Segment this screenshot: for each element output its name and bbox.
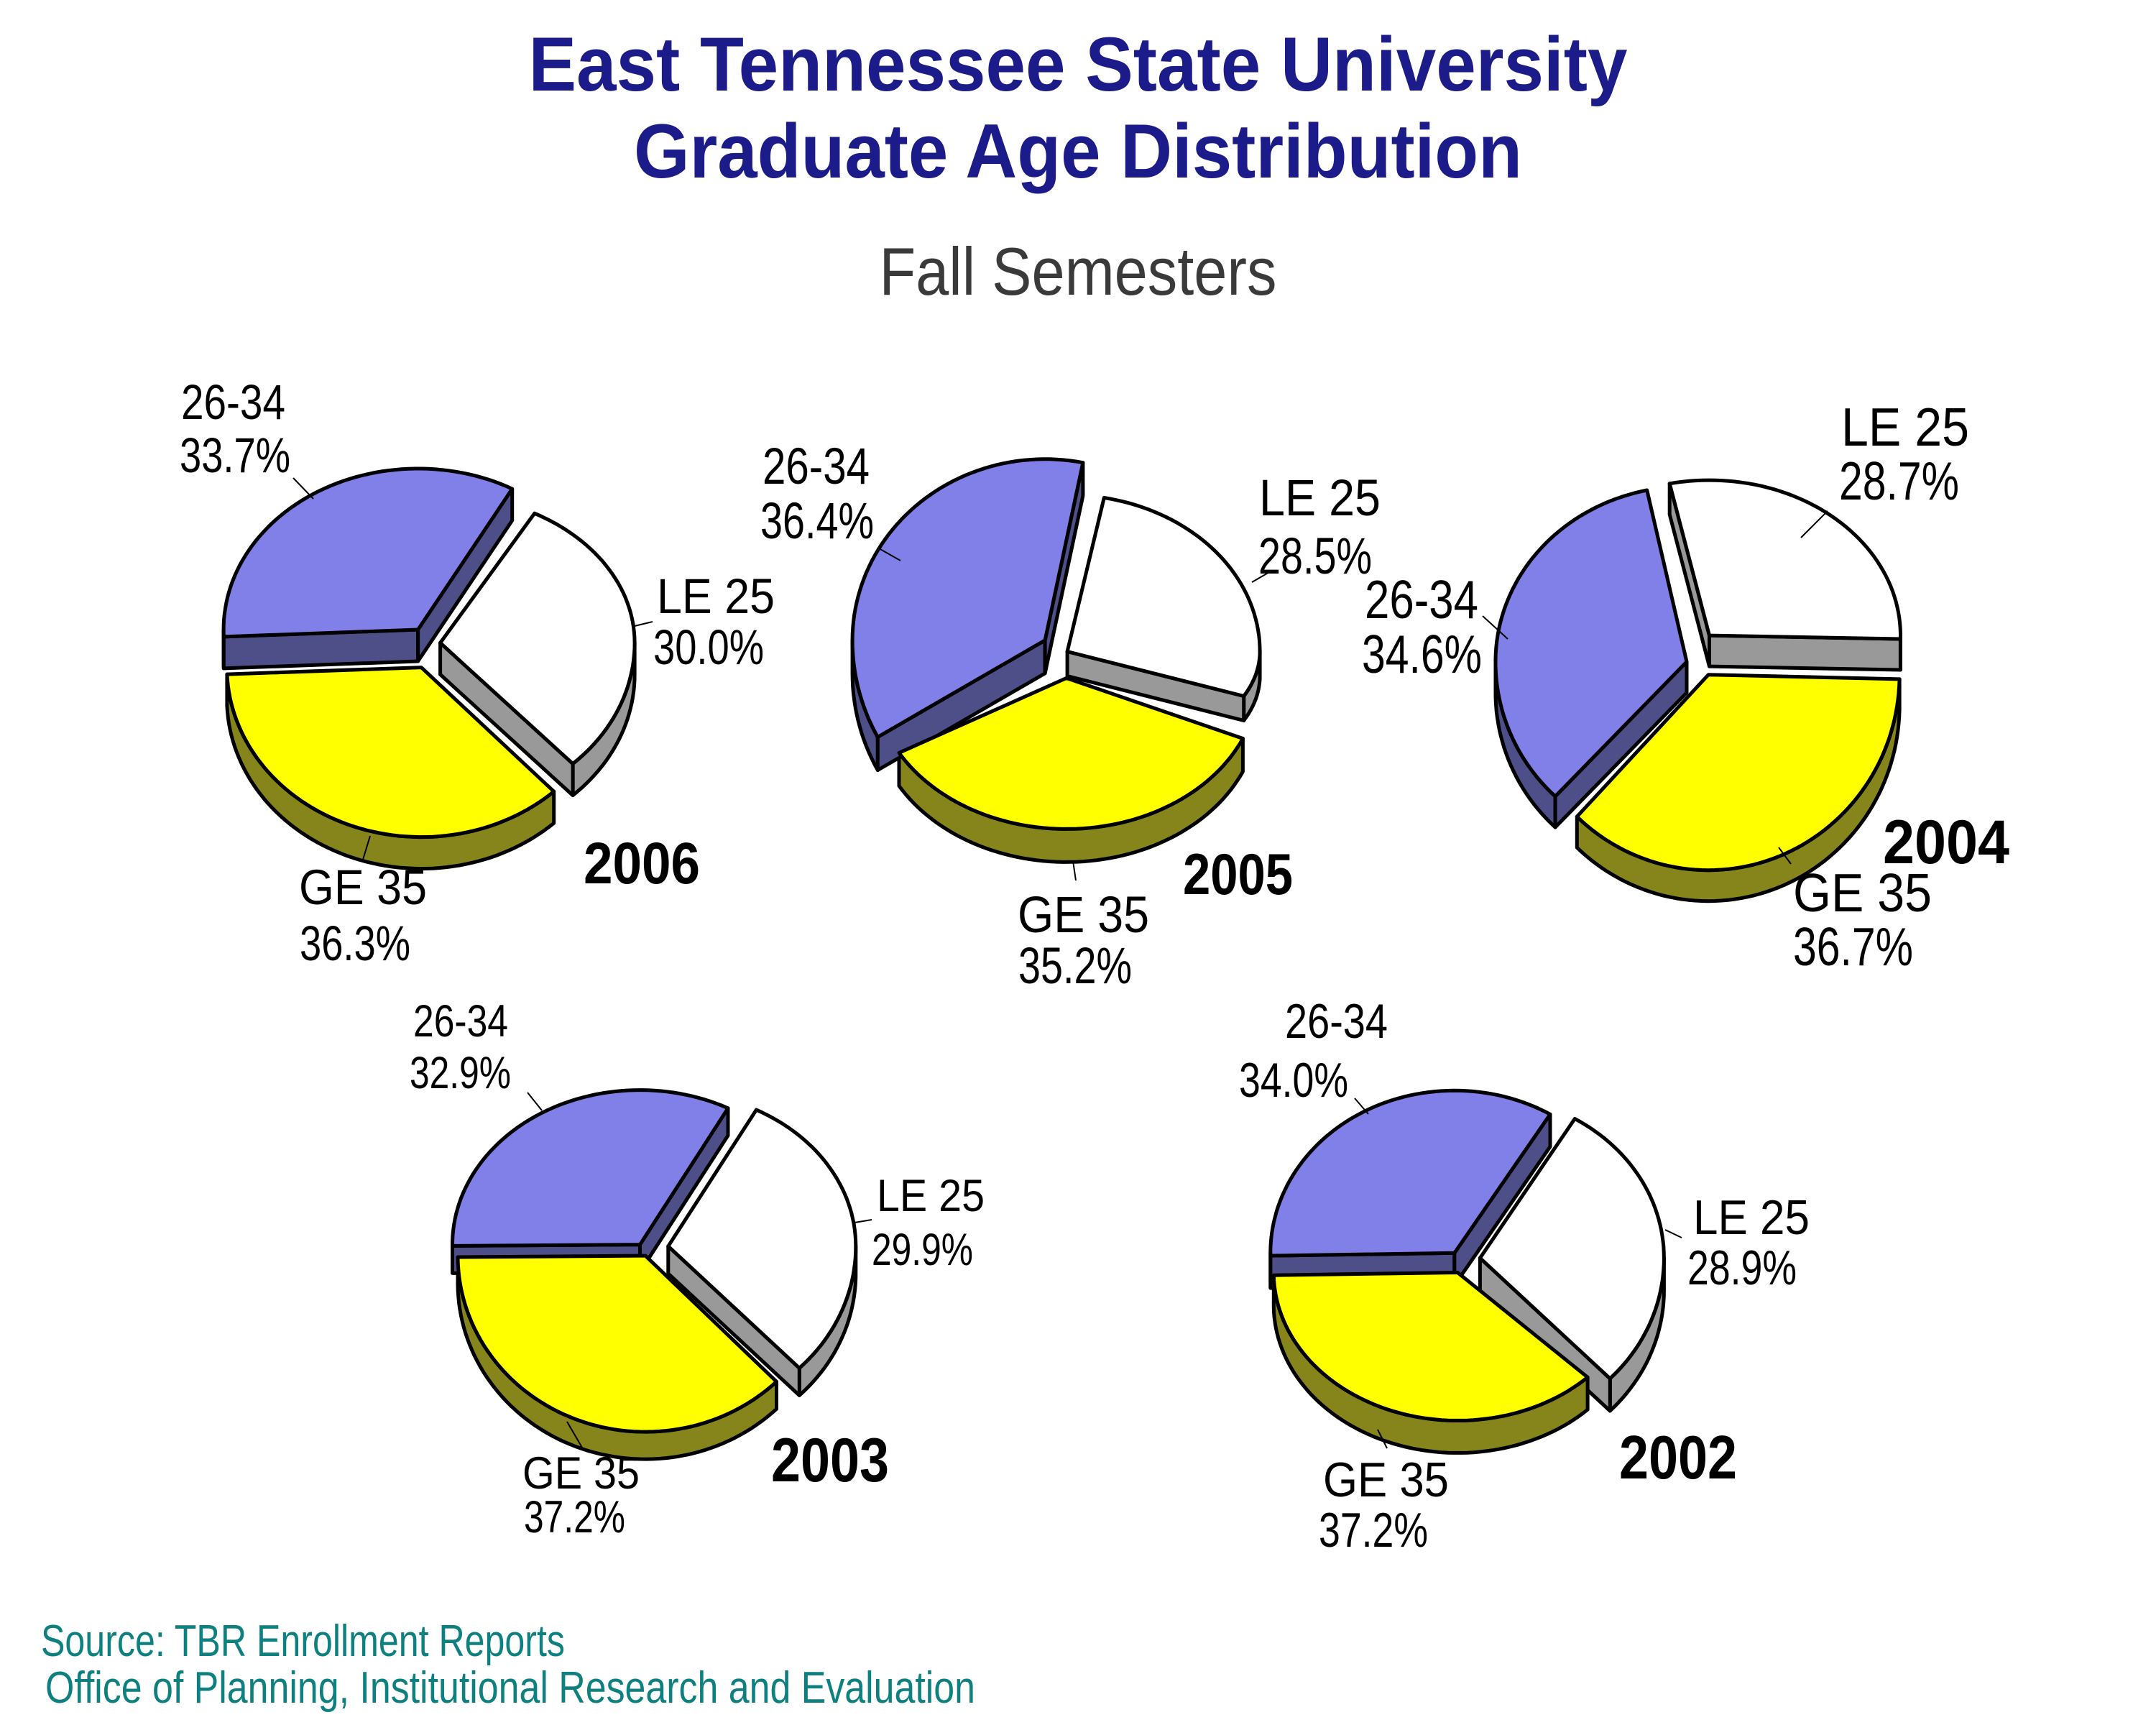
svg-text:26-34: 26-34 [763,438,870,495]
svg-text:LE 25: LE 25 [657,569,775,624]
svg-text:GE 35: GE 35 [299,860,427,915]
svg-text:35.2%: 35.2% [1018,938,1132,995]
svg-text:LE 25: LE 25 [1259,470,1381,527]
svg-text:26-34: 26-34 [1285,994,1388,1049]
svg-text:34.0%: 34.0% [1239,1053,1348,1108]
svg-text:32.9%: 32.9% [410,1048,511,1098]
svg-text:26-34: 26-34 [181,374,285,430]
svg-text:37.2%: 37.2% [524,1492,625,1542]
svg-text:26-34: 26-34 [1365,569,1478,630]
svg-text:2002: 2002 [1619,1424,1737,1492]
svg-text:34.6%: 34.6% [1362,624,1482,684]
svg-text:28.9%: 28.9% [1687,1241,1797,1295]
svg-text:36.3%: 36.3% [300,916,410,971]
svg-text:2004: 2004 [1883,808,2009,877]
svg-text:Graduate Age Distribution: Graduate Age Distribution [634,108,1522,194]
svg-text:LE 25: LE 25 [877,1171,985,1221]
svg-text:2003: 2003 [771,1426,889,1495]
svg-text:28.7%: 28.7% [1839,451,1959,511]
svg-text:36.4%: 36.4% [760,493,874,550]
svg-text:Source: TBR Enrollment Report: Source: TBR Enrollment Reports [41,1616,565,1666]
svg-text:26-34: 26-34 [413,996,508,1046]
svg-text:2005: 2005 [1183,842,1293,907]
svg-text:28.5%: 28.5% [1258,528,1372,585]
svg-text:GE 35: GE 35 [522,1448,640,1499]
svg-text:Office of Planning, Institutio: Office of Planning, Institutional Resear… [45,1663,975,1713]
svg-text:2006: 2006 [584,831,700,896]
svg-text:Fall Semesters: Fall Semesters [880,234,1277,309]
svg-text:37.2%: 37.2% [1319,1503,1428,1558]
svg-text:LE 25: LE 25 [1841,397,1969,457]
svg-text:East Tennessee State Universit: East Tennessee State University [529,21,1628,107]
svg-text:33.7%: 33.7% [180,428,290,483]
svg-text:29.9%: 29.9% [872,1225,973,1275]
svg-text:GE 35: GE 35 [1793,862,1932,923]
svg-text:36.7%: 36.7% [1793,916,1913,977]
svg-text:GE 35: GE 35 [1323,1453,1449,1507]
svg-text:LE 25: LE 25 [1693,1190,1810,1245]
svg-text:GE 35: GE 35 [1018,887,1149,944]
svg-text:30.0%: 30.0% [653,620,764,675]
